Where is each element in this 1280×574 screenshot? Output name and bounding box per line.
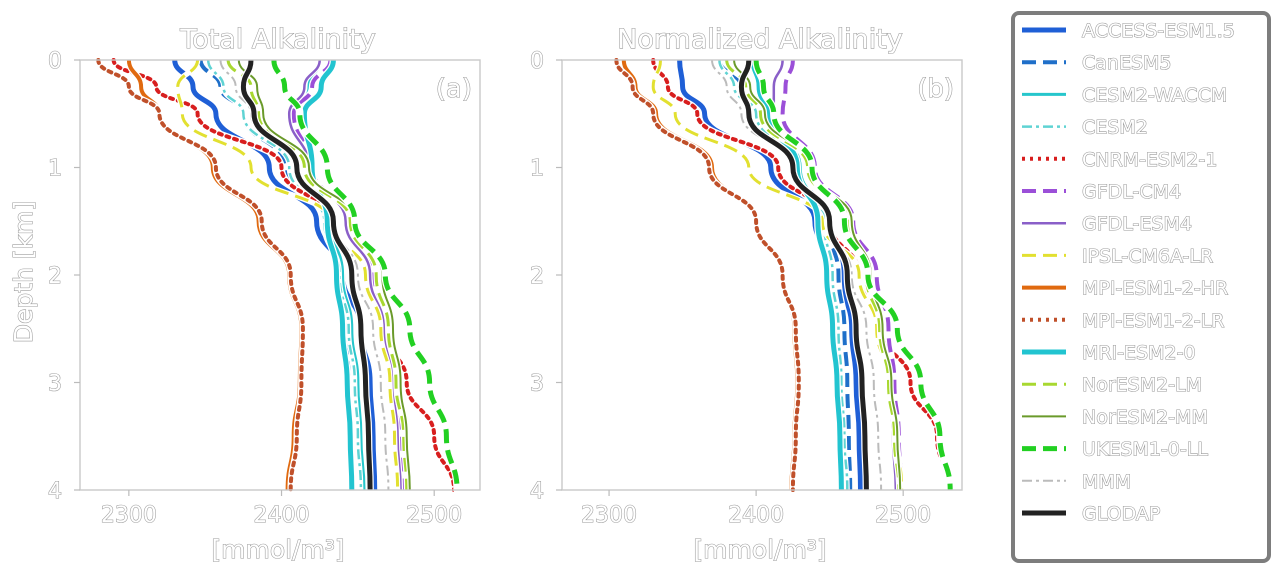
legend-label-mpi-esm1-2-lr: MPI-ESM1-2-LR bbox=[1082, 310, 1224, 332]
panel-b-series-noresm2-lm bbox=[725, 59, 901, 491]
panel-a-series-noresm2-lm bbox=[226, 59, 409, 491]
panel-b-y-tick-label: 2 bbox=[530, 264, 544, 289]
legend-label-access-esm1-5: ACCESS-ESM1.5 bbox=[1082, 20, 1235, 42]
panel-a-y-tick-label: 2 bbox=[48, 264, 62, 289]
panel-b-x-axis-label: [mmol/m³] bbox=[693, 535, 826, 564]
panel-b-x-tick-label: 2500 bbox=[875, 503, 931, 528]
panel-b-y-tick-label: 1 bbox=[530, 157, 544, 182]
legend-label-gfdl-cm4: GFDL-CM4 bbox=[1082, 181, 1181, 203]
legend-label-mri-esm2-0: MRI-ESM2-0 bbox=[1082, 342, 1196, 364]
panel-a-x-tick-label: 2400 bbox=[254, 503, 310, 528]
panel-a-series-mri-esm2-0 bbox=[301, 59, 355, 491]
panel-a-y-tick-label: 3 bbox=[48, 372, 62, 397]
panel-b-y-ticks: 0 1 2 3 4 bbox=[529, 48, 562, 505]
panel-a-series-access-esm1-5 bbox=[172, 59, 378, 491]
legend-entries: ACCESS-ESM1.5 CanESM5 CESM2-WACCM CESM2 CNRM… bbox=[1022, 19, 1235, 526]
panel-a-y-axis-label: Depth [km] bbox=[9, 201, 38, 343]
panel-a-x-tick-label: 2500 bbox=[406, 503, 462, 528]
legend-label-mmm: MMM bbox=[1082, 471, 1131, 493]
legend-label-noresm2-mm: NorESM2-MM bbox=[1082, 406, 1208, 428]
panel-a-title: Total Alkalinity bbox=[179, 24, 376, 55]
panel-b-series-ukesm1-0-ll bbox=[753, 59, 953, 491]
panel-b-series-glodap bbox=[738, 59, 869, 491]
panel-a-y-ticks: 0 1 2 3 4 bbox=[47, 48, 80, 505]
legend: ACCESS-ESM1.5 CanESM5 CESM2-WACCM CESM2 CNRM… bbox=[1011, 11, 1271, 563]
panel-a-series-mpi-esm1-2-lr bbox=[96, 58, 305, 492]
legend-label-ukesm1-0-ll: UKESM1-0-LL bbox=[1082, 439, 1208, 461]
panel-b-series-noresm2-mm bbox=[733, 59, 902, 491]
legend-label-cesm2-waccm: CESM2-WACCM bbox=[1082, 84, 1227, 106]
panel-a-series-ipsl-cm6a-lr bbox=[176, 59, 400, 491]
panel-b-x-tick-label: 2300 bbox=[581, 503, 637, 528]
legend-label-cnrm-esm2-1: CNRM-ESM2-1 bbox=[1082, 149, 1217, 171]
panel-b-series-halo-cnrm-esm2-1 bbox=[649, 56, 954, 494]
panel-a-x-ticks: 2300 2400 2500 bbox=[100, 490, 463, 529]
panel-b-chart: Normalized Alkalinity (b) 2300 2400 2500 0… bbox=[529, 23, 963, 565]
legend-label-mpi-esm1-2-hr: MPI-ESM1-2-HR bbox=[1082, 278, 1228, 300]
legend-label-noresm2-lm: NorESM2-LM bbox=[1082, 374, 1202, 396]
panel-b-title: Normalized Alkalinity bbox=[617, 24, 903, 55]
legend-label-glodap: GLODAP bbox=[1082, 503, 1160, 525]
legend-label-ipsl-cm6a-lr: IPSL-CM6A-LR bbox=[1082, 245, 1213, 267]
panel-b-x-ticks: 2300 2400 2500 bbox=[581, 490, 932, 529]
panel-b-x-tick-label: 2400 bbox=[728, 503, 784, 528]
panel-a-x-tick-label: 2300 bbox=[101, 503, 157, 528]
panel-a-y-tick-label: 4 bbox=[48, 479, 62, 504]
panel-b-series-mpi-esm1-2-lr bbox=[614, 58, 801, 492]
legend-box bbox=[1011, 11, 1271, 563]
legend-label-cesm2: CESM2 bbox=[1082, 117, 1148, 139]
panel-a-frame bbox=[79, 59, 481, 491]
panel-b-series-mri-esm2-0 bbox=[750, 59, 844, 491]
legend-label-canesm5: CanESM5 bbox=[1082, 52, 1172, 74]
panel-a-series-lines bbox=[95, 56, 461, 494]
panel-a-chart: Total Alkalinity (a) 2300 2400 2500 01234 … bbox=[8, 23, 481, 565]
panel-a-series-ukesm1-0-ll bbox=[271, 59, 460, 491]
legend-label-gfdl-esm4: GFDL-ESM4 bbox=[1082, 213, 1192, 235]
panel-b-series-mmm bbox=[711, 59, 883, 491]
panel-a-label: (a) bbox=[436, 74, 472, 104]
panel-b-y-tick-label: 3 bbox=[530, 372, 544, 397]
panel-b-y-tick-label: 4 bbox=[530, 479, 544, 504]
panel-a-y-tick-label: 0 bbox=[48, 49, 62, 74]
panel-a-x-axis-label: [mmol/m³] bbox=[211, 535, 344, 564]
panel-b-label: (b) bbox=[917, 74, 954, 104]
panel-a-y-tick-label: 1 bbox=[48, 157, 62, 182]
panel-b-y-tick-label: 0 bbox=[530, 49, 544, 74]
panel-b-series-lines bbox=[613, 56, 954, 494]
panel-b-series-cnrm-esm2-1 bbox=[651, 58, 953, 492]
panel-b-series-cesm2 bbox=[718, 59, 849, 491]
panel-a-series-glodap bbox=[240, 59, 373, 491]
